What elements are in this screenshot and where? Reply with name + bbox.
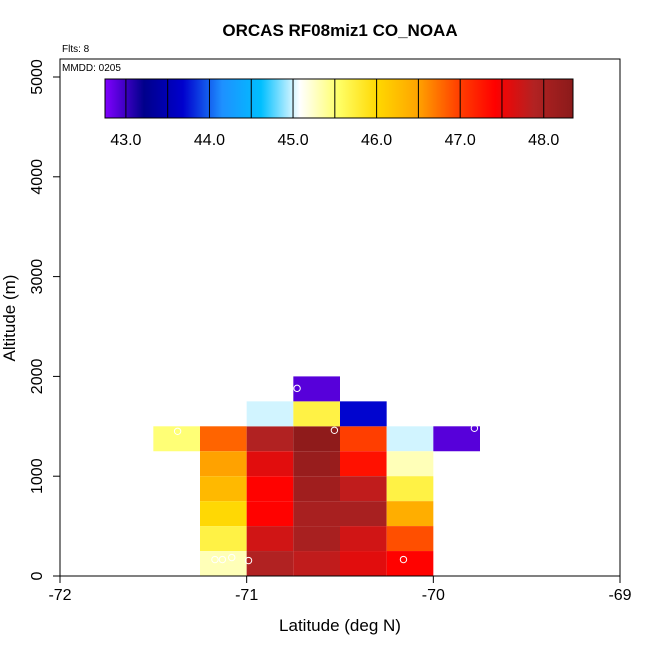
colorbar: 43.0 44.0 45.0 46.0 47.0 48.0 [104,78,574,149]
heatmap-cell [200,426,247,452]
data-point [218,555,227,564]
heatmap-cell [386,476,434,502]
y-tick-label: 5000 [29,59,46,95]
heatmap-cell [340,401,387,427]
heatmap-cell [200,551,247,576]
colorbar-gradient [104,78,574,119]
y-axis-label: Altitude (m) [0,275,19,362]
heatmap-cell [246,476,294,502]
colorbar-tick-label: 46.0 [361,132,392,149]
y-tick-label: 2000 [29,359,46,395]
heatmap-cell [386,426,434,452]
heatmap-cell [200,476,247,502]
x-axis: -72 -71 -70 -69 [48,576,632,604]
heatmap-cell [293,501,340,527]
data-point [244,556,253,565]
heatmap-cell [293,451,340,477]
heatmap-cell [246,426,294,452]
heatmap-cell [293,401,340,427]
data-point [399,555,408,564]
y-tick-label: 1000 [29,458,46,494]
colorbar-tick-label: 44.0 [194,132,225,149]
heatmap-cell [246,526,294,552]
heatmap-cell [386,501,434,527]
heatmap-cell [153,426,200,452]
heatmap-cell [293,526,340,552]
data-point [470,424,479,432]
heatmap-cell [340,526,387,552]
heatmap-cell [340,551,387,576]
data-points [173,384,479,565]
heatmap-cell [433,426,480,452]
heatmap-cells [153,376,480,576]
heatmap-cell [200,501,247,527]
x-tick-label: -70 [422,587,445,604]
data-point [330,426,339,434]
x-tick-label: -71 [235,587,258,604]
y-axis: 0 1000 2000 3000 4000 5000 [29,59,60,580]
x-tick-label: -69 [608,587,631,604]
mmdd-annotation: MMDD: 0205 [62,63,121,74]
heatmap-cell [246,551,294,576]
data-point [211,555,219,564]
heatmap-cell [386,451,434,477]
heatmap-cell [340,476,387,502]
x-axis-label: Latitude (deg N) [279,616,401,635]
heatmap-cell [386,526,434,552]
heatmap-cell [246,401,294,427]
heatmap-cell [340,501,387,527]
heatmap-cell [246,501,294,527]
heatmap-cell [200,451,247,477]
colorbar-tick-label: 47.0 [445,132,476,149]
plot-frame [59,58,621,577]
heatmap-cell [386,551,434,576]
y-tick-label: 0 [29,571,46,580]
colorbar-tick-label: 43.0 [110,132,141,149]
colorbar-tick-label: 48.0 [528,132,559,149]
heatmap-cell [246,451,294,477]
colorbar-tick-label: 45.0 [277,132,308,149]
heatmap-cell [293,551,340,576]
chart-title: ORCAS RF08miz1 CO_NOAA [222,21,457,40]
heatmap-cell [340,426,387,452]
data-point [293,384,301,393]
x-tick-label: -72 [48,587,71,604]
heatmap-cell [200,526,247,552]
y-tick-label: 3000 [29,259,46,295]
data-point [173,427,182,435]
heatmap-cell [340,451,387,477]
heatmap-cell [293,376,340,402]
flights-annotation: Flts: 8 [62,44,90,55]
heatmap-cell [293,476,340,502]
data-point [228,553,236,562]
y-tick-label: 4000 [29,159,46,195]
heatmap-cell [293,426,340,452]
